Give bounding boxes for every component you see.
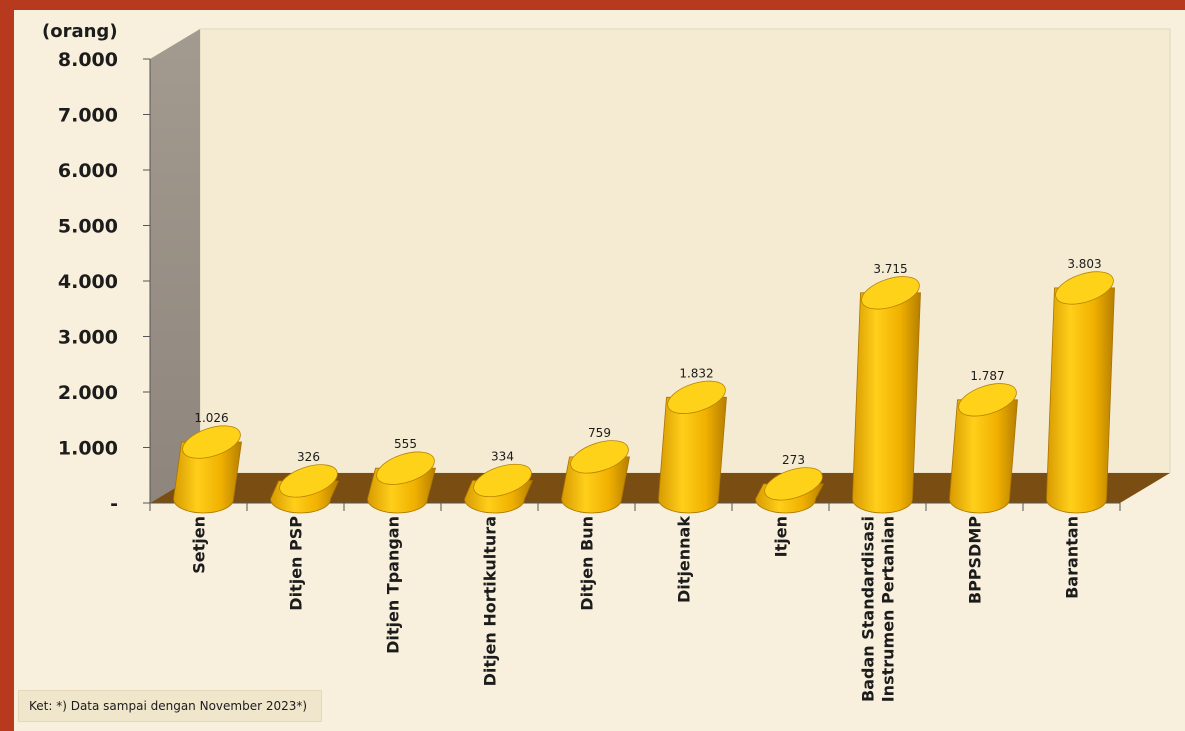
bar-top	[182, 425, 241, 459]
data-label: 3.803	[1067, 257, 1101, 271]
y-tick-label: 4.000	[58, 271, 118, 293]
side-wall	[150, 29, 200, 503]
data-label: 1.832	[679, 366, 713, 380]
bar-body	[658, 396, 727, 514]
bar-top	[473, 463, 532, 498]
bar	[1046, 271, 1115, 514]
data-label: 334	[491, 449, 514, 463]
data-label: 1.026	[194, 411, 228, 425]
data-label: 1.787	[970, 369, 1004, 383]
bar	[852, 276, 921, 514]
category-label: Ditjennak	[675, 516, 694, 603]
bar-top	[279, 464, 338, 498]
y-tick-label: 5.000	[58, 216, 118, 238]
y-tick-label: 3.000	[58, 327, 118, 349]
y-tick-label: 7.000	[58, 105, 118, 127]
bar-body	[1046, 287, 1115, 514]
y-tick-label: 1.000	[58, 438, 118, 460]
bar	[949, 383, 1018, 514]
category-label: Badan Standardisasi	[859, 516, 878, 702]
bar-top	[376, 451, 435, 485]
bar	[561, 440, 630, 514]
bar-top	[667, 380, 726, 414]
y-tick-label: -	[110, 493, 118, 515]
bar	[270, 464, 340, 514]
bar-body	[949, 399, 1018, 514]
bar-top	[958, 383, 1017, 417]
category-label: Instrumen Pertanian	[879, 516, 898, 702]
bar-top	[764, 467, 823, 501]
data-label: 759	[588, 426, 611, 440]
bar	[173, 425, 242, 514]
bar	[464, 463, 534, 514]
category-label: Setjen	[190, 516, 209, 574]
category-label: Ditjen Hortikultura	[481, 516, 500, 686]
bar-body	[173, 441, 242, 514]
y-unit-label: (orang)	[42, 21, 118, 42]
data-label: 273	[782, 453, 805, 467]
category-label: Itjen	[772, 516, 791, 557]
bar	[755, 467, 825, 514]
bar-top	[1055, 271, 1114, 305]
category-label: Ditjen PSP	[287, 516, 306, 611]
data-label: 326	[297, 450, 320, 464]
footnote: Ket: *) Data sampai dengan November 2023…	[18, 690, 323, 722]
bar	[367, 451, 437, 514]
bar-body	[852, 292, 921, 514]
category-label: Ditjen Bun	[578, 516, 597, 611]
bar-top	[861, 276, 920, 310]
y-tick-label: 2.000	[58, 382, 118, 404]
y-tick-label: 8.000	[58, 49, 118, 71]
bar	[658, 380, 727, 514]
data-label: 3.715	[873, 262, 907, 276]
data-label: 555	[394, 437, 417, 451]
category-label: BPPSDMP	[966, 516, 985, 604]
category-label: Ditjen Tpangan	[384, 516, 403, 654]
category-label: Barantan	[1063, 516, 1082, 599]
y-tick-label: 6.000	[58, 160, 118, 182]
bar-top	[570, 440, 629, 474]
